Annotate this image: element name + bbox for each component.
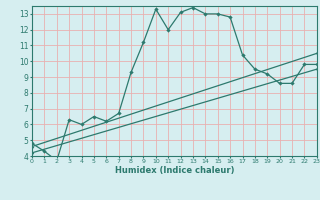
- X-axis label: Humidex (Indice chaleur): Humidex (Indice chaleur): [115, 166, 234, 175]
